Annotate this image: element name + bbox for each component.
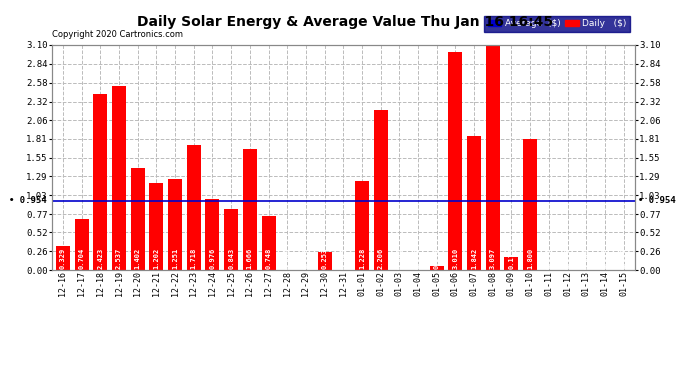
Bar — [130, 168, 145, 270]
Text: 1.718: 1.718 — [190, 247, 197, 268]
Bar — [504, 257, 518, 270]
Text: 0.000: 0.000 — [546, 248, 552, 269]
Text: • 0.954: • 0.954 — [9, 196, 47, 205]
Text: 3.010: 3.010 — [453, 247, 458, 268]
Text: 0.000: 0.000 — [396, 248, 402, 269]
Bar — [187, 145, 201, 270]
Text: 0.179: 0.179 — [509, 247, 515, 268]
Bar — [75, 219, 88, 270]
Bar — [486, 45, 500, 270]
Text: 1.666: 1.666 — [247, 247, 253, 268]
Bar — [467, 136, 481, 270]
Text: 3.097: 3.097 — [490, 247, 496, 268]
Bar — [523, 140, 537, 270]
Text: 1.202: 1.202 — [153, 247, 159, 268]
Text: 0.976: 0.976 — [210, 247, 215, 268]
Text: 0.049: 0.049 — [434, 248, 440, 269]
Bar — [150, 183, 164, 270]
Text: Copyright 2020 Cartronics.com: Copyright 2020 Cartronics.com — [52, 30, 183, 39]
Bar — [224, 209, 238, 270]
Text: 0.000: 0.000 — [284, 248, 290, 269]
Text: 0.843: 0.843 — [228, 247, 234, 268]
Bar — [243, 149, 257, 270]
Text: 0.000: 0.000 — [602, 248, 608, 269]
Text: 1.251: 1.251 — [172, 247, 178, 268]
Bar — [206, 199, 219, 270]
Text: 0.000: 0.000 — [303, 248, 309, 269]
Bar — [374, 110, 388, 270]
Text: • 0.954: • 0.954 — [638, 196, 676, 205]
Bar — [112, 86, 126, 270]
Text: 0.329: 0.329 — [60, 247, 66, 268]
Text: 1.800: 1.800 — [527, 247, 533, 268]
Text: 2.423: 2.423 — [97, 247, 104, 268]
Text: 2.537: 2.537 — [116, 247, 122, 268]
Text: 2.206: 2.206 — [377, 247, 384, 268]
Text: 1.402: 1.402 — [135, 247, 141, 268]
Bar — [430, 267, 444, 270]
Text: Daily Solar Energy & Average Value Thu Jan 16 16:45: Daily Solar Energy & Average Value Thu J… — [137, 15, 553, 29]
Bar — [317, 252, 332, 270]
Bar — [355, 181, 369, 270]
Bar — [168, 179, 182, 270]
Bar — [262, 216, 275, 270]
Text: 1.228: 1.228 — [359, 247, 365, 268]
Bar — [448, 51, 462, 270]
Text: 0.003: 0.003 — [340, 248, 346, 269]
Text: 0.253: 0.253 — [322, 247, 328, 268]
Bar — [56, 246, 70, 270]
Text: 0.000: 0.000 — [620, 248, 627, 269]
Text: 0.000: 0.000 — [564, 248, 571, 269]
Legend: Average  ($), Daily   ($): Average ($), Daily ($) — [484, 16, 630, 32]
Text: 1.842: 1.842 — [471, 247, 477, 268]
Bar — [93, 94, 108, 270]
Text: 0.000: 0.000 — [415, 248, 421, 269]
Text: 0.000: 0.000 — [583, 248, 589, 269]
Text: 0.748: 0.748 — [266, 247, 272, 268]
Text: 0.704: 0.704 — [79, 247, 85, 268]
